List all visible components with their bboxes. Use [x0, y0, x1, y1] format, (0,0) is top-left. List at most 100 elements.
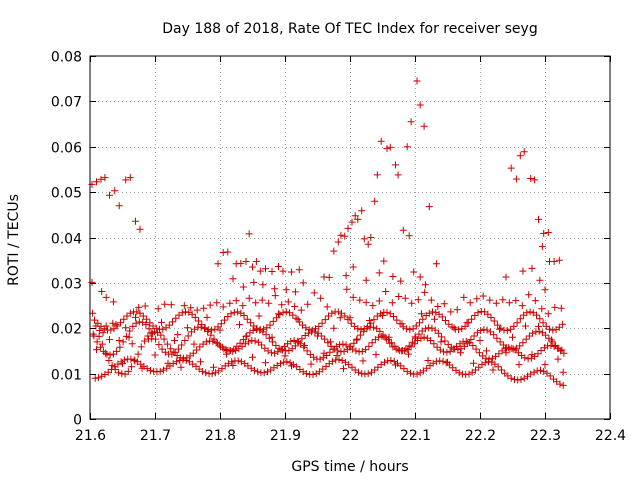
data-point: [297, 306, 305, 314]
data-point: [529, 329, 537, 337]
data-point: [245, 294, 253, 302]
data-point: [234, 308, 242, 316]
data-point: [174, 345, 182, 353]
data-point: [415, 330, 423, 338]
data-point: [291, 342, 299, 350]
data-point: [255, 312, 263, 320]
data-point: [398, 320, 406, 328]
data-point: [540, 367, 548, 375]
data-point: [158, 318, 165, 326]
data-point: [379, 331, 387, 339]
data-point: [102, 293, 110, 301]
data-point: [103, 350, 111, 358]
data-point: [109, 319, 117, 327]
data-point: [154, 305, 162, 313]
y-tick-label: 0.02: [51, 322, 82, 338]
data-point: [408, 299, 416, 307]
data-point: [174, 331, 182, 339]
data-point: [106, 351, 114, 359]
data-point: [172, 314, 180, 322]
data-point: [416, 273, 424, 281]
data-point: [490, 331, 498, 339]
data-point: [260, 325, 268, 333]
data-point: [232, 297, 240, 305]
data-point: [172, 358, 180, 366]
data-point: [325, 273, 333, 281]
data-point: [167, 345, 175, 353]
data-point: [488, 354, 496, 362]
data-point: [327, 338, 334, 346]
data-point: [342, 272, 350, 280]
data-point: [355, 368, 362, 376]
data-point: [288, 362, 295, 370]
data-point: [432, 308, 440, 316]
data-point: [245, 230, 253, 238]
data-point: [399, 323, 407, 331]
data-point: [536, 276, 544, 284]
data-point: [298, 335, 306, 343]
y-tick-label: 0.08: [51, 50, 82, 66]
data-point: [347, 343, 355, 351]
data-point: [202, 369, 210, 377]
data-point: [498, 366, 505, 374]
data-point: [381, 358, 388, 366]
data-point: [139, 312, 147, 320]
data-point: [271, 349, 279, 357]
data-point: [198, 367, 206, 375]
data-point: [348, 218, 356, 226]
data-point: [106, 336, 113, 344]
data-point: [380, 257, 388, 265]
data-point: [152, 324, 160, 332]
data-point: [89, 330, 97, 338]
data-point: [416, 319, 423, 327]
data-point: [528, 351, 536, 359]
data-point: [488, 358, 496, 366]
data-point: [91, 316, 98, 324]
data-point: [392, 161, 399, 169]
data-point: [304, 329, 312, 337]
data-point: [117, 358, 125, 366]
data-point: [303, 347, 311, 355]
data-point: [393, 316, 401, 324]
data-point: [328, 309, 336, 317]
data-point: [256, 267, 264, 275]
data-point: [356, 296, 364, 304]
data-point: [466, 299, 474, 307]
data-point: [301, 342, 308, 349]
data-point: [432, 260, 440, 268]
data-point: [334, 308, 342, 316]
data-point: [269, 317, 277, 325]
y-tick-label: 0: [73, 413, 82, 429]
data-point: [546, 325, 553, 333]
data-point: [203, 313, 211, 321]
data-point: [310, 353, 318, 361]
data-point: [450, 324, 458, 332]
data-point: [330, 247, 338, 255]
data-point: [507, 374, 515, 382]
data-point: [295, 266, 303, 274]
data-point: [260, 369, 268, 377]
data-point: [397, 277, 405, 285]
data-point: [191, 313, 199, 321]
data-point: [512, 175, 520, 183]
data-point: [262, 359, 269, 367]
data-points: [88, 77, 568, 389]
data-point: [460, 293, 468, 301]
data-point: [364, 370, 372, 378]
data-point: [299, 279, 307, 287]
data-point: [279, 309, 287, 317]
data-point: [522, 335, 530, 343]
x-tick-label: 22.3: [530, 428, 561, 444]
data-point: [243, 315, 251, 323]
data-point: [214, 260, 222, 268]
data-point: [354, 325, 362, 333]
data-point: [364, 240, 372, 248]
data-point: [239, 283, 247, 291]
data-point: [383, 308, 391, 316]
data-point: [112, 321, 120, 329]
data-point: [130, 356, 138, 364]
data-point: [228, 358, 236, 366]
data-point: [275, 263, 282, 270]
data-point: [416, 101, 424, 109]
data-point: [164, 359, 172, 367]
